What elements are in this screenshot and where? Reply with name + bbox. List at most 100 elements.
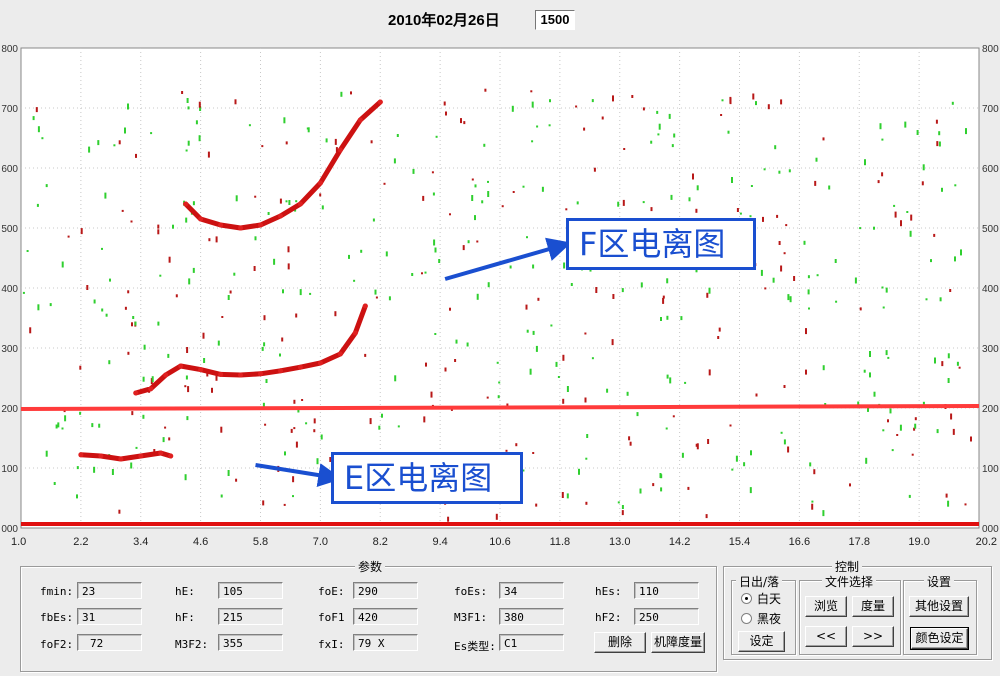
x-tick-label: 8.2 <box>373 536 388 548</box>
noise-dot <box>157 229 160 235</box>
noise-dot <box>727 130 730 134</box>
noise-dot <box>869 351 871 357</box>
noise-dot <box>292 476 295 483</box>
trace-layer <box>78 99 383 462</box>
noise-dot <box>91 423 94 428</box>
noise-dot <box>601 116 604 120</box>
noise-dot <box>947 353 950 359</box>
x-tick-label: 2.2 <box>73 536 88 548</box>
noise-dot <box>463 121 466 125</box>
noise-dot <box>947 500 950 507</box>
noise-dot <box>668 113 671 119</box>
y-tick-label-right: 300 <box>982 344 999 355</box>
noise-dot <box>640 282 643 288</box>
foes-field[interactable]: 34 <box>499 582 564 599</box>
other-settings-button[interactable]: 其他设置 <box>909 596 969 617</box>
fof2-field[interactable]: 72 <box>77 634 142 651</box>
noise-dot <box>235 195 238 202</box>
noise-dot <box>150 132 153 135</box>
noise-dot <box>767 104 770 110</box>
m3f1-field[interactable]: 380 <box>499 608 564 625</box>
noise-dot <box>93 466 96 473</box>
noise-dot <box>787 294 790 301</box>
noise-dot <box>329 457 332 462</box>
noise-dot <box>563 262 566 269</box>
noise-dot <box>834 259 837 263</box>
hes-field[interactable]: 110 <box>634 582 699 599</box>
fbes-field[interactable]: 31 <box>77 608 142 625</box>
noise-dot <box>652 483 655 487</box>
noise-dot <box>954 184 957 187</box>
noise-dot <box>130 220 133 223</box>
noise-dot <box>532 330 535 335</box>
noise-dot <box>585 457 588 460</box>
m3f2-field[interactable]: 355 <box>218 634 283 651</box>
fmin-field[interactable]: 23 <box>77 582 142 599</box>
noise-dot <box>628 436 631 441</box>
noise-dot <box>729 424 732 427</box>
day-label[interactable]: 白天 <box>757 592 782 606</box>
browse-button[interactable]: 浏览 <box>805 596 847 617</box>
noise-dot <box>505 449 508 452</box>
color-settings-button[interactable]: 颜色设定 <box>910 627 969 650</box>
noise-dot <box>865 457 868 464</box>
noise-dot <box>438 259 441 263</box>
noise-dot <box>101 308 104 312</box>
time-field[interactable]: 1500 <box>535 10 575 30</box>
trace-point <box>337 351 343 357</box>
noise-dot <box>899 424 902 431</box>
noise-dot <box>636 412 639 417</box>
noise-dot <box>435 135 438 138</box>
noise-dot <box>372 218 375 222</box>
noise-dot <box>591 99 594 103</box>
next-button[interactable]: >> <box>852 626 894 647</box>
noise-dot <box>353 279 356 282</box>
noise-dot <box>35 107 38 113</box>
sunrise-title: 日出/落 <box>736 573 783 590</box>
noise-dot <box>822 510 825 517</box>
noise-dot <box>509 265 512 269</box>
trace-point <box>352 330 358 336</box>
noise-dot <box>36 203 39 207</box>
noise-dot <box>215 236 218 243</box>
noise-dot <box>783 439 786 445</box>
fault-measure-button[interactable]: 机障度量 <box>651 632 705 653</box>
noise-dot <box>531 140 534 143</box>
prev-button[interactable]: << <box>805 626 847 647</box>
noise-dot <box>617 201 620 207</box>
he-field[interactable]: 105 <box>218 582 283 599</box>
noise-dot <box>217 340 220 346</box>
night-radio[interactable] <box>741 613 752 624</box>
noise-dot <box>284 451 286 456</box>
noise-dot <box>550 324 553 327</box>
delete-button[interactable]: 删除 <box>594 632 646 653</box>
noise-dot <box>462 245 465 251</box>
noise-dot <box>254 236 257 241</box>
night-label[interactable]: 黑夜 <box>757 612 782 626</box>
fxi-field[interactable]: 79 X <box>353 634 418 651</box>
foe-field[interactable]: 290 <box>353 582 418 599</box>
noise-dot <box>822 365 825 371</box>
trace-point <box>377 99 383 105</box>
noise-dot <box>319 193 322 197</box>
sunrise-set-button[interactable]: 设定 <box>738 631 785 652</box>
es-type-field[interactable]: C1 <box>499 634 564 651</box>
fof1-label: foF1 <box>318 611 345 624</box>
hf2-field[interactable]: 250 <box>634 608 699 625</box>
noise-dot <box>936 141 939 147</box>
noise-dot <box>283 503 286 506</box>
day-radio[interactable] <box>741 593 752 604</box>
noise-dot <box>881 138 884 141</box>
noise-dot <box>49 303 52 307</box>
noise-dot <box>55 424 58 429</box>
hf-field[interactable]: 215 <box>218 608 283 625</box>
y-tick-label-right: 700 <box>982 104 999 115</box>
noise-dot <box>762 216 764 222</box>
fof1-field[interactable]: 420 <box>353 608 418 625</box>
hf-label: hF: <box>175 611 195 624</box>
noise-dot <box>822 137 825 141</box>
noise-dot <box>584 332 587 335</box>
measure-button[interactable]: 度量 <box>852 596 894 617</box>
settings-group: 设置 <box>903 573 977 655</box>
noise-dot <box>908 494 911 498</box>
